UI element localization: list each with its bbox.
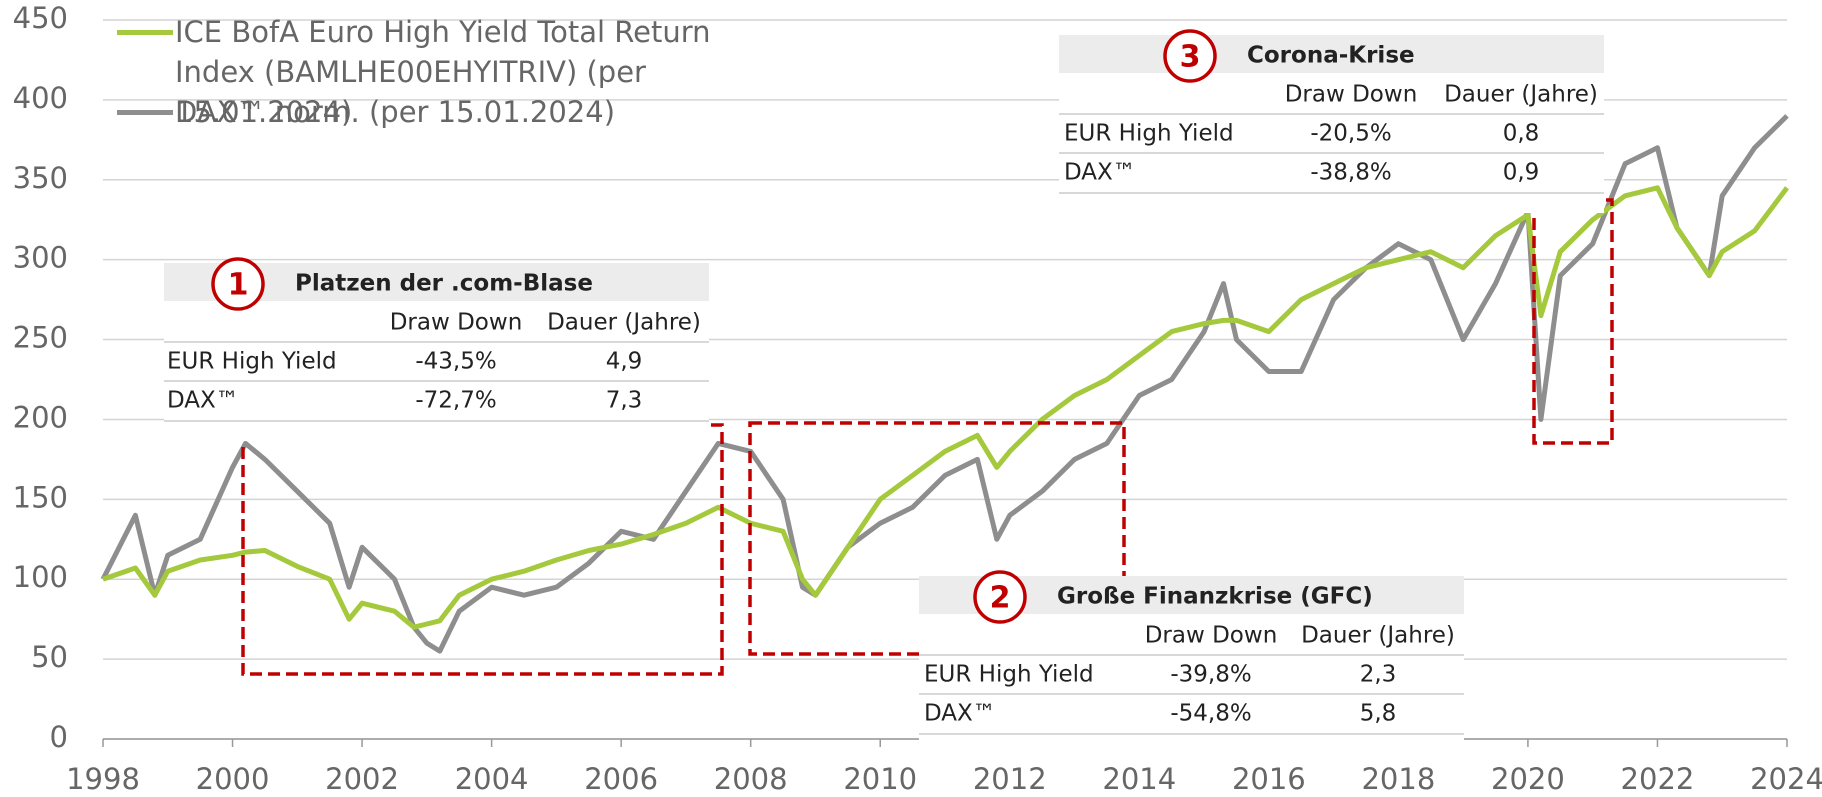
number-badge	[1163, 29, 1217, 83]
badge-number: 1	[228, 268, 249, 303]
annotation-table: 1 Platzen der .com-Blase Draw Down Dauer (J…	[164, 257, 709, 441]
grid: 0 50 100 150 200 250 300 350 400 450 1998 2000 2002 2…	[13, 1, 1822, 796]
legend-swatch	[117, 30, 173, 35]
table-cell: 7,3	[606, 388, 643, 414]
row-label: EUR High Yield	[167, 349, 337, 375]
series-line	[100, 114, 1789, 654]
table-cell: -20,5%	[1310, 121, 1391, 147]
table-title: Große Finanzkrise (GFC)	[1057, 584, 1373, 610]
table-cell: 2,3	[1360, 662, 1397, 688]
x-tick-label: 2020	[1491, 762, 1565, 796]
y-tick-label: 350	[13, 161, 68, 195]
crisis-box	[241, 423, 724, 676]
x-tick-label: 2010	[843, 762, 917, 796]
y-tick-label: 450	[13, 1, 68, 35]
row-label: EUR High Yield	[1064, 121, 1234, 147]
column-header: Draw Down	[1145, 623, 1278, 649]
x-tick-label: 1998	[66, 762, 140, 796]
x-tick-label: 2014	[1102, 762, 1176, 796]
x-tick-label: 2002	[325, 762, 399, 796]
table-cell: 5,8	[1360, 701, 1397, 727]
y-tick-label: 200	[13, 400, 68, 434]
x-tick-label: 2024	[1750, 762, 1822, 796]
x-tick-label: 2016	[1232, 762, 1306, 796]
x-tick-label: 2008	[714, 762, 788, 796]
row-label: DAX™	[167, 388, 239, 414]
table-cell: -43,5%	[415, 349, 496, 375]
number-badge	[211, 257, 265, 311]
annotation-table: 2 Große Finanzkrise (GFC) Draw Down Dauer (…	[919, 570, 1464, 754]
x-tick-label: 2006	[584, 762, 658, 796]
y-tick-label: 0	[50, 720, 68, 754]
table-cell: -72,7%	[415, 388, 496, 414]
x-tick-label: 2004	[455, 762, 529, 796]
legend-label: DAX™ norm. (per 15.01.2024)	[175, 95, 616, 129]
badge-number: 3	[1180, 40, 1201, 75]
lines	[100, 114, 1789, 654]
table-cell: -54,8%	[1170, 701, 1251, 727]
x-tick-label: 2022	[1621, 762, 1695, 796]
column-header: Dauer (Jahre)	[1301, 623, 1455, 649]
legend-swatch	[117, 110, 173, 115]
column-header: Dauer (Jahre)	[1444, 82, 1598, 108]
table-cell: -39,8%	[1170, 662, 1251, 688]
row-label: DAX™	[1064, 160, 1136, 186]
x-tick-label: 2012	[973, 762, 1047, 796]
x-tick-label: 2000	[196, 762, 270, 796]
y-tick-label: 100	[13, 560, 68, 594]
badge-number: 2	[990, 581, 1011, 616]
y-tick-label: 250	[13, 321, 68, 355]
series-line	[102, 185, 1789, 630]
annotation-table: 3 Corona-Krise Draw Down Dauer (Jahre) EUR H…	[1059, 29, 1604, 213]
tables: 1 Platzen der .com-Blase Draw Down Dauer (J…	[164, 29, 1604, 754]
legend-label: ICE BofA Euro High Yield Total Return In…	[175, 15, 711, 129]
table-title: Corona-Krise	[1247, 43, 1415, 69]
table-header-bg	[1059, 35, 1604, 73]
column-header: Draw Down	[1285, 82, 1418, 108]
row-label: EUR High Yield	[924, 662, 1094, 688]
y-tick-label: 150	[13, 480, 68, 514]
y-tick-label: 50	[31, 640, 68, 674]
x-tick-label: 2018	[1361, 762, 1435, 796]
row-label: DAX™	[924, 701, 996, 727]
table-title: Platzen der .com-Blase	[295, 271, 593, 297]
column-header: Draw Down	[390, 310, 523, 336]
table-cell: 4,9	[606, 349, 643, 375]
table-cell: -38,8%	[1310, 160, 1391, 186]
number-badge	[973, 570, 1027, 624]
column-header: Dauer (Jahre)	[547, 310, 701, 336]
y-tick-label: 400	[13, 81, 68, 115]
table-cell: 0,9	[1503, 160, 1540, 186]
table-cell: 0,8	[1503, 121, 1540, 147]
y-tick-label: 300	[13, 241, 68, 275]
